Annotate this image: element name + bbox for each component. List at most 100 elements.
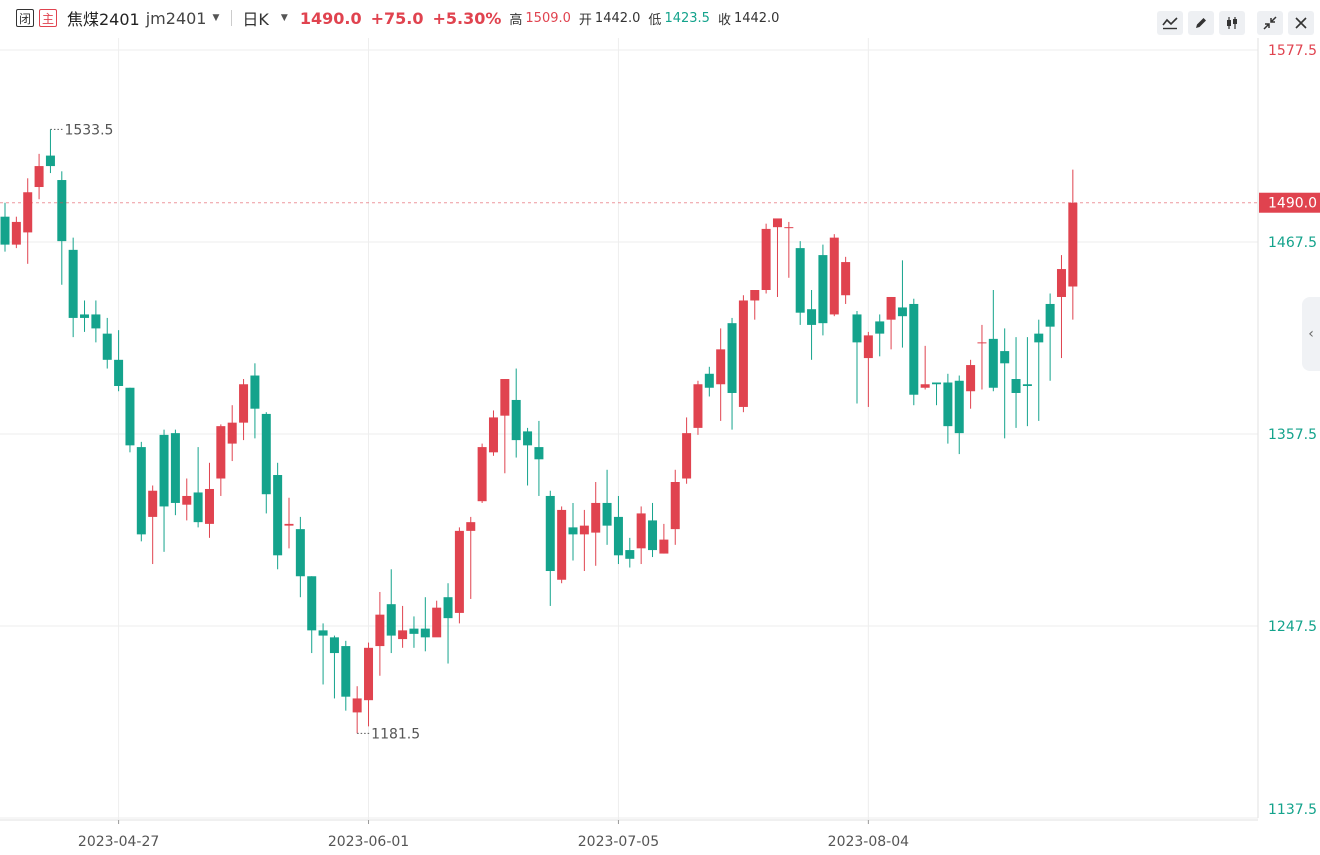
symbol-name[interactable]: 焦煤2401 bbox=[67, 10, 140, 29]
candle bbox=[466, 516, 476, 599]
candle bbox=[477, 443, 487, 503]
drawing-toolbar bbox=[1152, 11, 1245, 35]
candle-body bbox=[977, 342, 987, 344]
candle bbox=[284, 497, 294, 549]
candle-body bbox=[193, 492, 203, 523]
candle bbox=[102, 317, 112, 369]
candle-body bbox=[23, 192, 33, 233]
close-label: 收 bbox=[717, 12, 731, 28]
candle bbox=[386, 569, 396, 654]
candle bbox=[511, 368, 521, 458]
candle-body bbox=[841, 262, 851, 296]
candle bbox=[375, 591, 385, 676]
candle bbox=[273, 462, 283, 570]
candle-body bbox=[648, 520, 658, 551]
candle bbox=[159, 429, 169, 552]
candle-body bbox=[125, 387, 135, 446]
line-tool-icon[interactable] bbox=[1157, 11, 1183, 35]
candle bbox=[727, 317, 737, 430]
candle bbox=[534, 420, 544, 496]
candle-body bbox=[1045, 303, 1055, 327]
candle-body bbox=[182, 495, 192, 505]
candle-body bbox=[159, 434, 169, 507]
candle bbox=[125, 387, 135, 453]
candlestick-chart[interactable]: 1533.5 1181.5 1490.0 1577.5 1467.5 1357.5 124… bbox=[0, 38, 1320, 855]
candle-body bbox=[534, 447, 544, 460]
candle-body bbox=[625, 550, 635, 559]
candle-body bbox=[398, 630, 408, 640]
candle-body bbox=[329, 637, 339, 654]
candle-body bbox=[523, 431, 533, 446]
collapse-icon[interactable] bbox=[1257, 11, 1283, 35]
candle bbox=[988, 290, 998, 392]
candle bbox=[807, 290, 817, 360]
candle bbox=[204, 462, 214, 538]
candle bbox=[909, 298, 919, 406]
candle-body bbox=[45, 155, 55, 167]
candle bbox=[443, 583, 453, 664]
candle-body bbox=[170, 433, 180, 503]
y-tick-label: 1247.5 bbox=[1268, 619, 1317, 635]
header-divider bbox=[231, 10, 233, 26]
candle bbox=[114, 330, 124, 392]
candle-body bbox=[670, 482, 680, 530]
candle-body bbox=[1056, 269, 1066, 297]
candle-body bbox=[68, 249, 78, 318]
candle bbox=[625, 537, 635, 568]
price-change-pct: +5.30% bbox=[432, 8, 502, 28]
candle-body bbox=[966, 365, 976, 392]
candle-body bbox=[204, 488, 214, 524]
candle bbox=[545, 490, 555, 606]
x-tick-label: 2023-06-01 bbox=[328, 834, 409, 850]
candle bbox=[829, 234, 839, 317]
chart-overlay: 1533.5 1181.5 1490.0 bbox=[0, 122, 1320, 742]
candle-body bbox=[818, 255, 828, 324]
candle bbox=[784, 221, 794, 278]
candle-body bbox=[273, 475, 283, 556]
candle bbox=[57, 171, 67, 285]
period-dropdown-caret-icon[interactable]: ▼ bbox=[280, 13, 288, 23]
candle-body bbox=[772, 218, 782, 228]
candle bbox=[34, 153, 44, 200]
candle-body bbox=[943, 382, 953, 427]
close-icon[interactable] bbox=[1288, 11, 1314, 35]
chevron-left-icon[interactable]: ‹ bbox=[1308, 326, 1314, 342]
low-value: 1423.5 bbox=[664, 10, 710, 26]
candle bbox=[716, 328, 726, 421]
candle-body bbox=[636, 513, 646, 549]
candle bbox=[420, 597, 430, 652]
candle-body bbox=[136, 447, 146, 535]
candle bbox=[693, 380, 703, 435]
candle-body bbox=[375, 614, 385, 647]
candle-series bbox=[0, 129, 1078, 734]
symbol-code[interactable]: jm2401 bbox=[145, 8, 207, 28]
candle bbox=[261, 412, 271, 514]
candle bbox=[795, 241, 805, 325]
candle-body bbox=[227, 422, 237, 444]
candle bbox=[136, 441, 146, 542]
candle-body bbox=[261, 413, 271, 495]
candle bbox=[364, 642, 374, 727]
symbol-dropdown-caret-icon[interactable]: ▼ bbox=[212, 13, 220, 23]
high-label: 高 bbox=[509, 12, 523, 28]
candlestick-icon[interactable] bbox=[1219, 11, 1245, 35]
y-tick-label: 1577.5 bbox=[1268, 43, 1317, 59]
period-selector[interactable]: 日K bbox=[242, 10, 269, 29]
candle bbox=[182, 478, 192, 521]
candle-body bbox=[477, 447, 487, 502]
candle-body bbox=[557, 509, 567, 580]
candle-body bbox=[420, 628, 430, 638]
candle-body bbox=[307, 576, 317, 631]
last-price-tag bbox=[1259, 192, 1320, 213]
candle bbox=[659, 523, 669, 554]
candle bbox=[591, 482, 601, 566]
side-panel-toggle[interactable]: ‹ bbox=[1302, 297, 1320, 371]
candle bbox=[216, 424, 226, 496]
candle bbox=[432, 600, 442, 638]
candle bbox=[80, 300, 90, 332]
candle-body bbox=[954, 380, 964, 434]
pencil-icon[interactable] bbox=[1188, 11, 1214, 35]
chart-header: 闭 主 焦煤2401 jm2401 ▼ 日K ▼ 1490.0 +75.0 +5… bbox=[0, 0, 1320, 36]
candle bbox=[307, 576, 317, 654]
candle-body bbox=[716, 349, 726, 385]
